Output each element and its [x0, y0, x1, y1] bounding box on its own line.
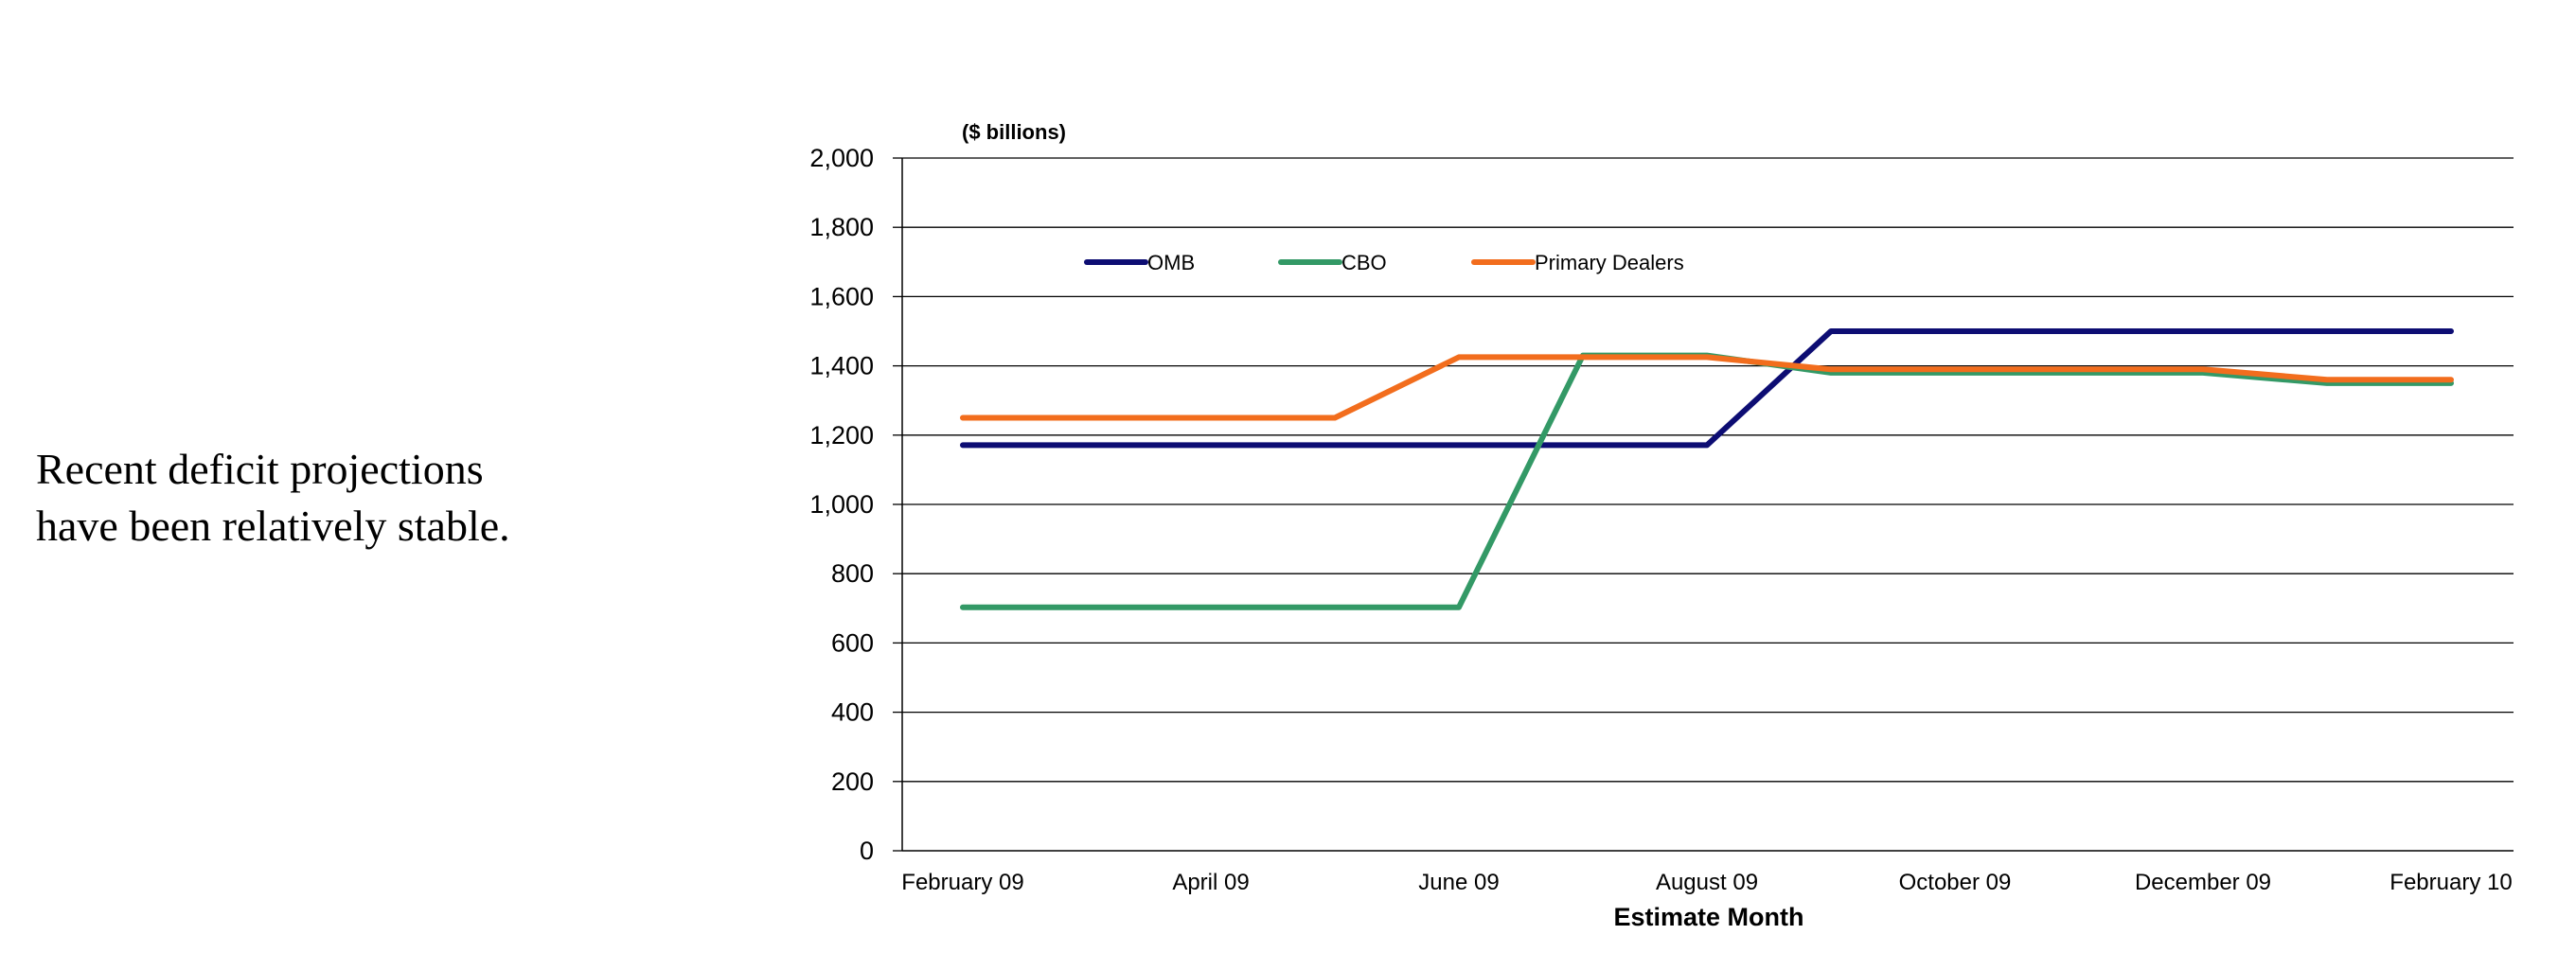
unit-label: ($ billions): [962, 120, 1066, 144]
grid-lines: [902, 157, 2514, 783]
x-tick-label: February 09: [901, 870, 1023, 895]
series-lines: [960, 328, 2454, 610]
series-line-cbo: [960, 352, 2454, 610]
x-tick-label: October 09: [1899, 870, 2012, 895]
x-tick-label: February 10: [2389, 870, 2512, 895]
x-tick-label: December 09: [2135, 870, 2271, 895]
x-tick-label: June 09: [1418, 870, 1499, 895]
axes: [893, 157, 2514, 852]
x-axis-title: Estimate Month: [1613, 903, 1803, 931]
series-line-primary-dealers: [960, 354, 2454, 421]
legend-label: OMB: [1147, 251, 1195, 274]
x-axis-tick-labels: February 09 April 09 June 09 August 09 Octob…: [901, 870, 2512, 895]
x-tick-label: April 09: [1172, 870, 1249, 895]
y-tick-label: 1,600: [809, 282, 874, 310]
series-line-omb: [960, 328, 2454, 449]
x-tick-label: August 09: [1656, 870, 1758, 895]
legend: OMB CBO Primary Dealers: [1084, 251, 1684, 274]
y-tick-label: 800: [831, 559, 874, 588]
legend-label: Primary Dealers: [1535, 251, 1684, 274]
y-tick-label: 1,000: [809, 490, 874, 519]
y-tick-label: 1,800: [809, 213, 874, 241]
y-tick-label: 400: [831, 698, 874, 727]
y-tick-label: 200: [831, 767, 874, 796]
y-axis-tick-labels: 0 200 400 600 800 1,000 1,200 1,400 1,600 1,800 2,…: [809, 144, 874, 865]
y-tick-label: 2,000: [809, 144, 874, 172]
y-tick-label: 600: [831, 628, 874, 657]
y-tick-label: 0: [860, 837, 874, 865]
y-tick-label: 1,200: [809, 421, 874, 450]
slide-caption: Recent deficit projections have been rel…: [36, 445, 510, 550]
y-tick-label: 1,400: [809, 352, 874, 380]
legend-label: CBO: [1341, 251, 1387, 274]
